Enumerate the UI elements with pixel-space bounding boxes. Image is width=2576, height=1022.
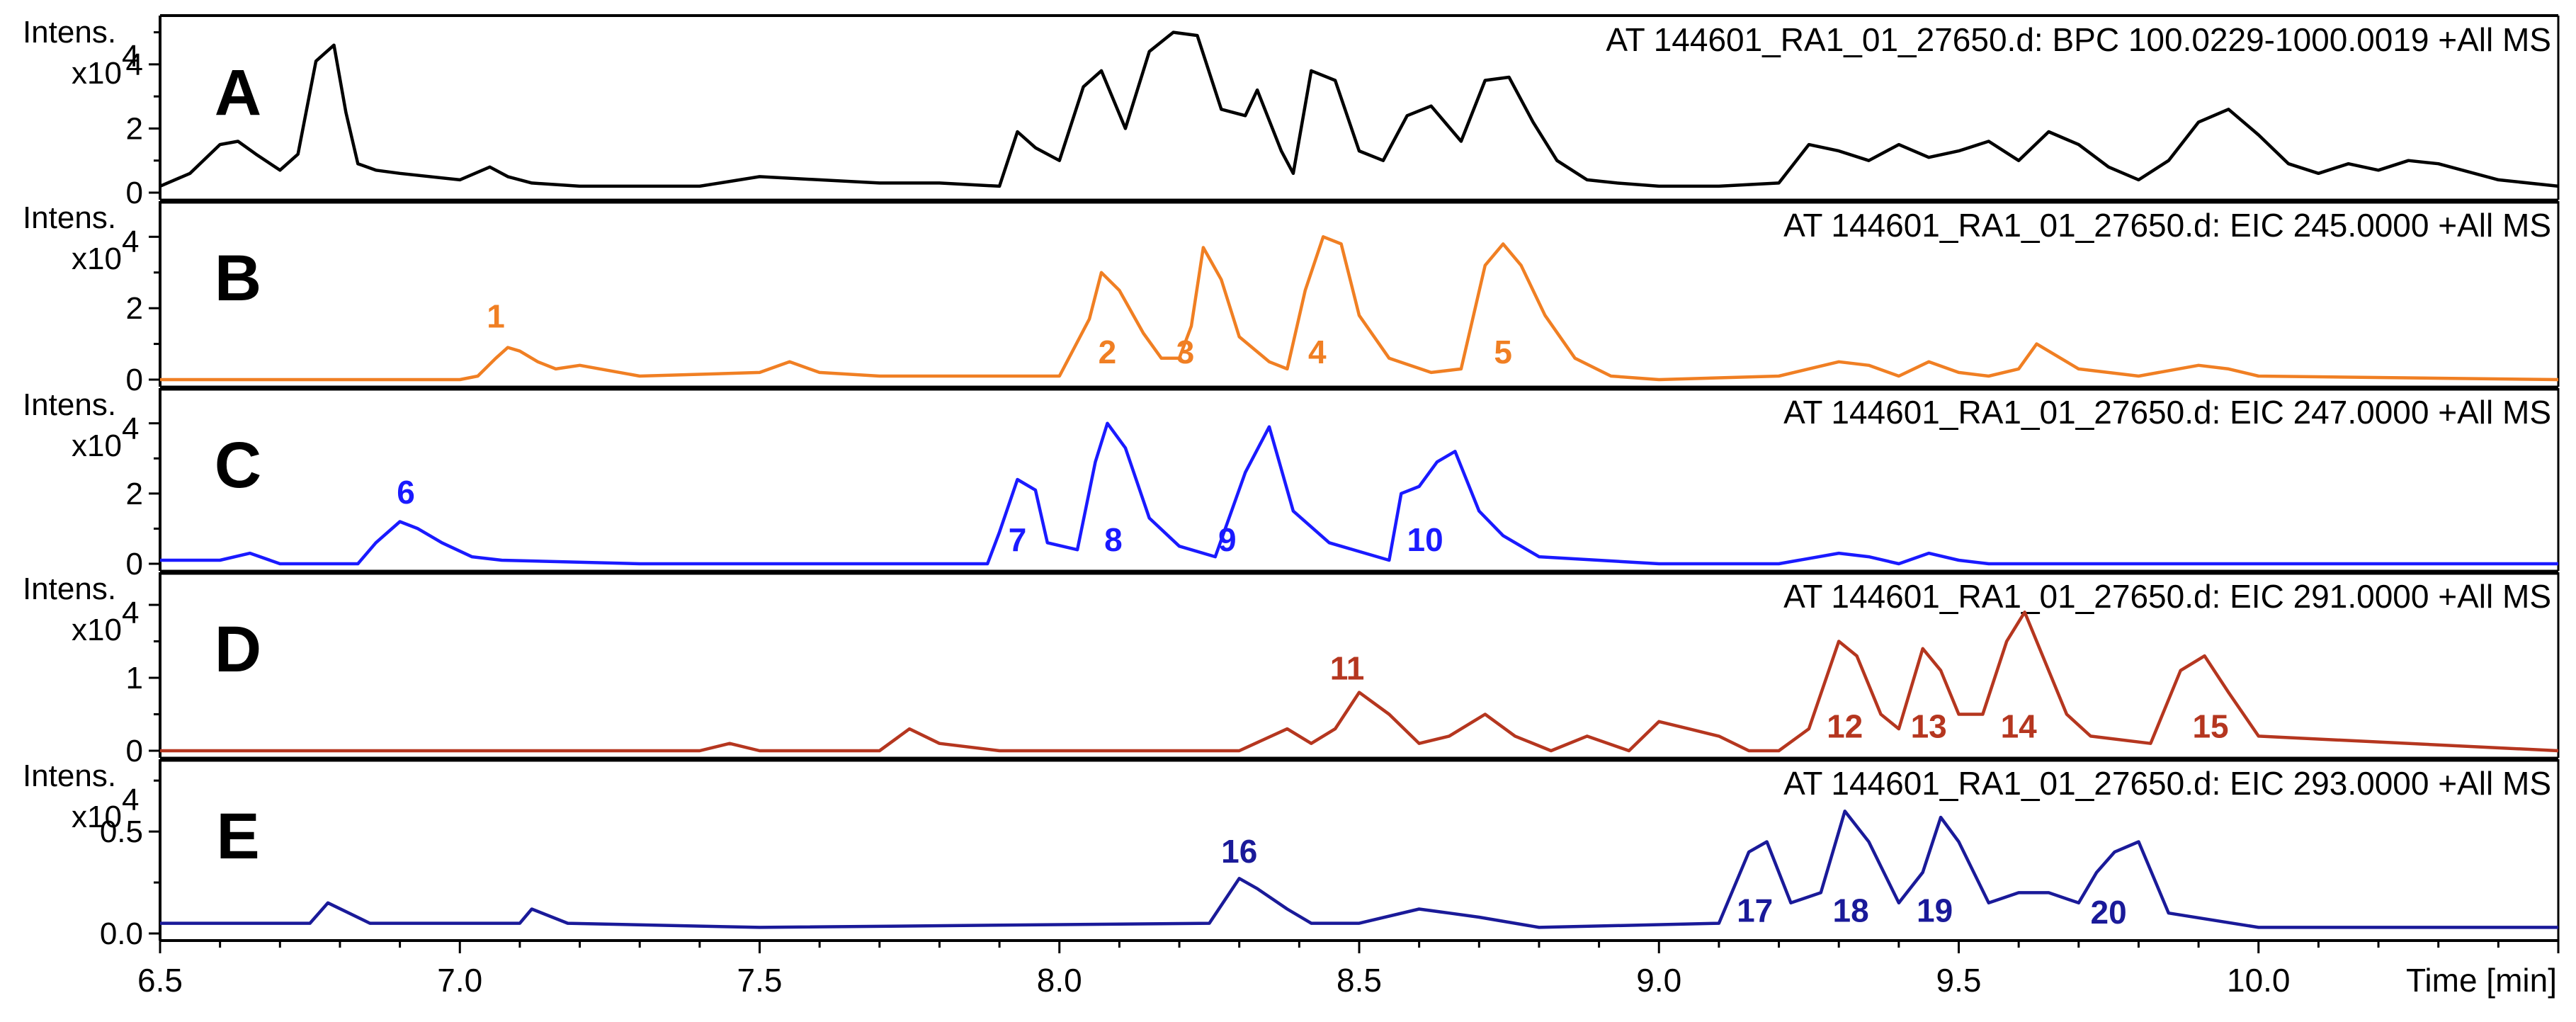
peak-label-3: 3 [1176, 334, 1195, 370]
peak-label-18: 18 [1833, 892, 1869, 929]
peak-label-10: 10 [1407, 521, 1443, 558]
peak-label-12: 12 [1827, 708, 1863, 745]
panel-d-scale-label: x10 [72, 613, 122, 647]
panel-b-y-tick-label: 2 [126, 291, 143, 326]
panel-b-scale-exponent: 4 [122, 225, 139, 259]
panel-b-y-tick-label: 0 [126, 363, 143, 397]
peak-label-5: 5 [1494, 334, 1512, 370]
peak-label-7: 7 [1009, 521, 1027, 558]
peak-label-6: 6 [397, 474, 415, 511]
peak-label-20: 20 [2091, 894, 2127, 931]
panel-d-y-tick-label: 1 [126, 661, 143, 695]
panel-e-y-tick-label: 0.0 [100, 916, 143, 951]
x-tick-label: 8.5 [1337, 962, 1382, 999]
panel-c-trace [160, 421, 2558, 566]
panel-d-title: AT 144601_RA1_01_27650.d: EIC 291.0000 +… [1783, 578, 2551, 615]
peak-label-2: 2 [1099, 334, 1117, 370]
panel-d-trace [160, 611, 2559, 753]
peak-label-16: 16 [1221, 833, 1257, 870]
panel-a-y-tick-label: 4 [126, 47, 143, 82]
panel-c-y-tick-label: 0 [126, 547, 143, 581]
panel-a-scale-exponent: 4 [122, 39, 139, 74]
panel-e-title: AT 144601_RA1_01_27650.d: EIC 293.0000 +… [1783, 765, 2551, 802]
peak-label-9: 9 [1218, 521, 1237, 558]
panel-b-intens-label: Intens. [23, 200, 116, 235]
panel-a-letter: A [215, 57, 261, 129]
panel-b-letter: B [215, 242, 261, 314]
peak-label-19: 19 [1917, 892, 1953, 929]
panel-e-y-tick-label: 0.5 [100, 814, 143, 849]
peak-label-4: 4 [1308, 334, 1327, 370]
peak-label-1: 1 [487, 297, 505, 334]
panel-e-trace [160, 810, 2558, 929]
peak-label-13: 13 [1911, 708, 1947, 745]
peak-label-8: 8 [1104, 521, 1123, 558]
x-tick-label: 10.0 [2227, 962, 2291, 999]
panel-d-scale-exponent: 4 [122, 596, 139, 630]
panel-c-scale-label: x10 [72, 428, 122, 463]
x-tick-label: 9.5 [1936, 962, 1982, 999]
x-tick-label: 8.0 [1037, 962, 1082, 999]
peak-label-17: 17 [1737, 892, 1773, 929]
panel-e-scale-exponent: 4 [122, 783, 139, 817]
peak-label-14: 14 [2001, 708, 2038, 745]
panel-d-y-tick-label: 0 [126, 734, 143, 768]
panel-e-intens-label: Intens. [23, 759, 116, 793]
panel-a-title: AT 144601_RA1_01_27650.d: BPC 100.0229-1… [1606, 21, 2551, 58]
panel-e-scale-label: x10 [72, 800, 122, 834]
panel-b-scale-label: x10 [72, 242, 122, 276]
panel-a-trace [159, 30, 2559, 188]
panel-c-y-tick-label: 2 [126, 477, 143, 511]
panel-c-title: AT 144601_RA1_01_27650.d: EIC 247.0000 +… [1783, 394, 2551, 431]
panel-c-intens-label: Intens. [23, 387, 116, 422]
x-axis-label: Time [min] [2406, 962, 2557, 999]
panel-b-title: AT 144601_RA1_01_27650.d: EIC 245.0000 +… [1783, 207, 2551, 244]
x-tick-label: 6.5 [137, 962, 183, 999]
panel-c-scale-exponent: 4 [122, 411, 139, 446]
panel-a-scale-label: x10 [72, 56, 122, 91]
x-tick-label: 7.0 [437, 962, 482, 999]
panel-c-letter: C [215, 429, 261, 501]
peak-label-15: 15 [2192, 708, 2228, 745]
panel-e-letter: E [216, 800, 259, 873]
x-tick-label: 9.0 [1636, 962, 1681, 999]
peak-label-11: 11 [1330, 649, 1365, 686]
panel-b-trace [160, 235, 2559, 382]
panel-d-intens-label: Intens. [23, 572, 116, 606]
x-tick-label: 7.5 [737, 962, 783, 999]
panel-d-letter: D [215, 613, 261, 686]
panel-a-intens-label: Intens. [23, 15, 116, 50]
panel-a-y-tick-label: 2 [126, 111, 143, 146]
panel-a-y-tick-label: 0 [126, 176, 143, 210]
